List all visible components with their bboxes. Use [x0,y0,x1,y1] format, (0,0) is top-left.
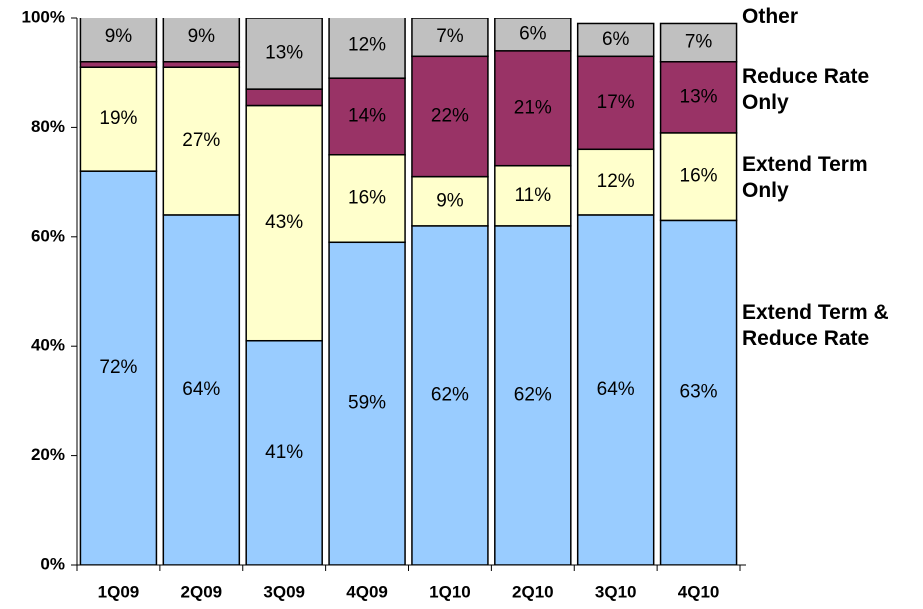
data-label: 12% [597,171,635,192]
y-tick-label: 20% [31,445,65,464]
data-label: 9% [436,190,464,211]
x-tick-label: 1Q10 [429,582,471,601]
x-tick-label: 4Q10 [678,582,720,601]
y-tick-label: 60% [31,226,65,245]
legend-label: Extend Term Only [742,153,868,202]
y-tick-label: 40% [31,336,65,355]
bar-segment [494,225,572,565]
bar-segment [245,339,323,565]
y-tick-label: 100% [22,7,65,26]
bar-segment [328,154,406,244]
bar-segment [494,18,572,52]
legend-label: Reduce Rate Only [742,65,870,114]
data-label: 9% [188,26,216,47]
data-label: 43% [265,212,303,233]
bar-segment [328,241,406,565]
x-tick-label: 3Q10 [595,582,637,601]
data-label: 7% [436,26,464,47]
data-label: 22% [431,105,469,126]
data-label: 13% [680,86,718,107]
data-label: 11% [515,185,552,206]
data-label: 12% [348,34,386,55]
bar-segment [411,18,489,58]
data-label: 16% [348,188,386,209]
data-label: 64% [597,379,635,400]
bar-segment [245,88,323,107]
bar-segment [162,61,241,68]
y-tick-label: 80% [31,117,65,136]
plot-area [79,18,738,565]
bar-segment [659,22,738,63]
data-label: 6% [602,29,630,50]
data-label: 63% [680,382,718,403]
bar-segment [576,214,655,565]
bar-segment [245,18,323,90]
legend-label: Other [742,5,799,28]
data-label: 9% [105,26,133,47]
bar-segment [79,170,158,565]
data-label: 62% [431,384,469,405]
data-label: 19% [99,108,137,129]
x-tick-label: 4Q09 [346,582,388,601]
data-label: 62% [514,384,552,405]
data-label: 72% [99,357,137,378]
data-label: 6% [519,23,547,44]
bar-segment [79,61,158,68]
x-tick-label: 2Q10 [512,582,554,601]
data-label: 13% [265,43,303,64]
bar-segment [576,148,655,216]
bar-segment [245,104,323,342]
x-tick-label: 1Q09 [98,582,140,601]
bar-segment [79,18,158,63]
y-tick-label: 0% [40,554,65,573]
data-label: 27% [182,130,220,151]
bar-segment [162,214,241,565]
bar-segment [79,66,158,172]
data-label: 21% [514,97,552,118]
bar-segment [576,55,655,151]
x-tick-label: 2Q09 [181,582,223,601]
data-label: 17% [597,92,635,113]
data-label: 14% [348,105,386,126]
x-tick-label: 3Q09 [263,582,305,601]
bar-segment [494,164,572,227]
data-label: 41% [265,442,303,463]
bar-segment [576,22,655,58]
bar-segment [328,18,406,79]
legend-label: Extend Term & Reduce Rate [742,301,889,350]
bar-segment [162,18,241,63]
data-label: 16% [680,166,718,187]
data-label: 7% [685,32,713,53]
data-label: 64% [182,379,220,400]
data-label: 59% [348,393,386,414]
bar-segment [162,66,241,216]
bar-segment [494,50,572,167]
bar-segment [328,77,406,156]
